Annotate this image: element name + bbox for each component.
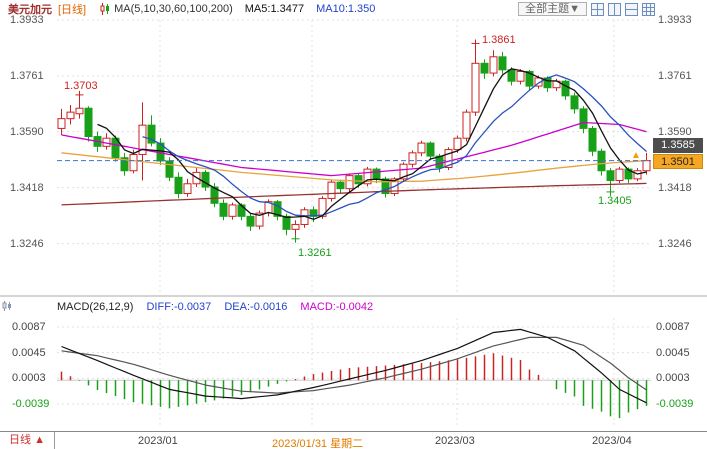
- ma5-value-label: MA5:1.3477: [244, 3, 305, 15]
- macd-dea-value: DEA:-0.0016: [224, 301, 288, 313]
- axis-label: -0.0039: [656, 398, 694, 411]
- annotation-period-low: 1.3261: [298, 247, 332, 259]
- candlestick-icon: [100, 3, 111, 15]
- axis-label: 1.3246: [658, 237, 692, 250]
- axis-label: 1.3590: [658, 125, 692, 138]
- axis-label: -0.0039: [12, 398, 50, 411]
- time-label-mar: 2023/03: [435, 435, 475, 447]
- macd-diff-value: DIFF:-0.0037: [146, 301, 212, 313]
- layout-grid-icon[interactable]: [642, 2, 655, 16]
- axis-label: 1.3418: [10, 181, 44, 194]
- axis-label: 1.3418: [658, 181, 692, 194]
- macd-params-label: MACD(26,12,9): [57, 301, 134, 313]
- axis-label: 1.3933: [10, 14, 44, 26]
- time-label-apr: 2023/04: [592, 435, 632, 447]
- chevron-up-icon: ▲: [34, 434, 45, 446]
- axis-label: 1.3246: [10, 237, 44, 250]
- axis-label: 0.0003: [12, 372, 46, 385]
- theme-dropdown-button[interactable]: 全部主题▼: [518, 2, 587, 16]
- axis-label: 1.3761: [658, 70, 692, 82]
- annotation-local-low: 1.3405: [598, 195, 632, 207]
- axis-label: 1.3933: [658, 14, 692, 26]
- time-label-selected-date: 2023/01/31 星期二: [272, 438, 364, 449]
- macd-indicator-icon[interactable]: [2, 300, 13, 315]
- period-tab-daily[interactable]: 日线 ▲: [0, 432, 55, 449]
- axis-label: 0.0087: [12, 320, 46, 333]
- symbol-name: 美元加元: [8, 4, 52, 16]
- axis-label: 0.0087: [656, 320, 690, 333]
- macd-macd-value: MACD:-0.0042: [300, 301, 374, 313]
- layout-2x2-icon[interactable]: [591, 2, 604, 16]
- layout-rows-icon[interactable]: [625, 2, 638, 16]
- ma-settings-label: MA(5,10,30,60,100,200): [114, 3, 233, 15]
- annotation-period-high: 1.3861: [482, 34, 516, 46]
- axis-label: 0.0003: [656, 372, 690, 385]
- time-axis-bar: 日线 ▲ 2023/01 2023/01/31 星期二 2023/03 2023…: [0, 431, 707, 449]
- period-tab-label: 日线: [9, 434, 32, 446]
- ma10-value-label: MA10:1.350: [316, 3, 376, 15]
- macd-header: MACD(26,12,9) DIFF:-0.0037 DEA:-0.0016 M…: [57, 301, 373, 313]
- axis-label: 0.0045: [656, 346, 690, 359]
- layout-columns-icon[interactable]: [608, 2, 621, 16]
- axis-label: 1.3761: [10, 70, 44, 82]
- header-controls: 全部主题▼: [518, 2, 655, 16]
- latest-price-marker: ▲: [631, 150, 641, 161]
- annotation-local-high: 1.3703: [64, 80, 98, 92]
- axis-label: 0.0045: [12, 346, 46, 359]
- reference-price-tag: 1.3501: [653, 154, 703, 169]
- axis-label: 1.3590: [10, 125, 44, 138]
- period-tag: [日线]: [58, 4, 87, 16]
- chart-header: 美元加元 [日线] MA(5,10,30,60,100,200) MA5:1.3…: [0, 0, 707, 18]
- last-price-tag: 1.3585: [653, 138, 703, 153]
- time-label-jan: 2023/01: [138, 435, 178, 447]
